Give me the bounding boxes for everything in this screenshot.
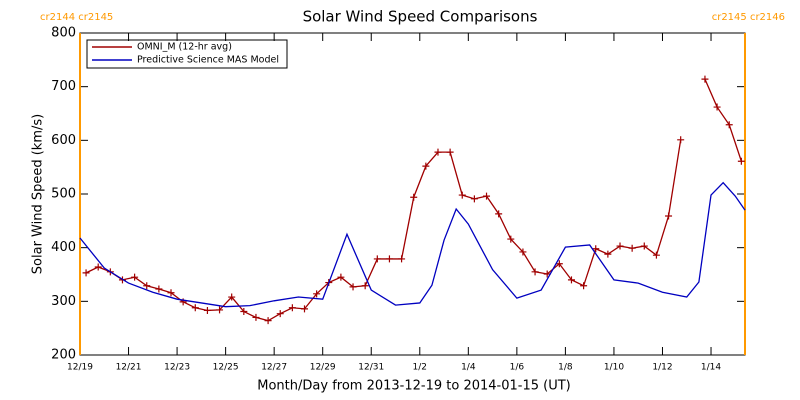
- point-marker: [725, 121, 733, 129]
- point-marker: [300, 305, 308, 313]
- y-tick-label: 800: [51, 26, 76, 41]
- y-tick-label: 400: [51, 240, 76, 255]
- point-marker: [458, 191, 466, 199]
- y-tick-label: 500: [51, 187, 76, 202]
- x-tick-label: 1/6: [510, 363, 525, 373]
- point-marker: [385, 255, 393, 263]
- x-tick-label: 12/21: [116, 363, 142, 373]
- point-marker: [216, 306, 224, 314]
- point-marker: [264, 317, 272, 325]
- point-marker: [640, 242, 648, 250]
- point-marker: [555, 260, 563, 268]
- legend-label: Predictive Science MAS Model: [137, 55, 279, 66]
- point-marker: [580, 282, 588, 290]
- point-marker: [604, 250, 612, 258]
- point-marker: [616, 242, 624, 250]
- point-marker: [167, 289, 175, 297]
- point-marker: [191, 304, 199, 312]
- point-marker: [203, 306, 211, 314]
- point-marker: [398, 255, 406, 263]
- y-tick-label: 600: [51, 133, 76, 148]
- point-marker: [349, 283, 357, 291]
- x-tick-label: 1/12: [652, 363, 672, 373]
- point-marker: [434, 148, 442, 156]
- legend-label: OMNI_M (12-hr avg): [137, 42, 232, 53]
- point-marker: [701, 75, 709, 83]
- point-marker: [592, 245, 600, 253]
- y-tick-label: 700: [51, 79, 76, 94]
- point-marker: [337, 273, 345, 281]
- x-tick-label: 1/4: [461, 363, 476, 373]
- point-marker: [288, 304, 296, 312]
- y-axis-label: Solar Wind Speed (km/s): [31, 114, 46, 274]
- x-tick-label: 12/19: [67, 363, 93, 373]
- point-marker: [252, 313, 260, 321]
- point-marker: [628, 244, 636, 252]
- point-marker: [737, 157, 745, 165]
- carrington-label: cr2144 cr2145: [40, 12, 113, 23]
- x-tick-label: 12/23: [164, 363, 190, 373]
- chart-title: Solar Wind Speed Comparisons: [303, 8, 538, 26]
- point-marker: [313, 290, 321, 298]
- point-marker: [652, 251, 660, 259]
- point-marker: [361, 282, 369, 290]
- point-marker: [373, 255, 381, 263]
- point-marker: [567, 276, 575, 284]
- point-marker: [713, 103, 721, 111]
- point-marker: [470, 195, 478, 203]
- x-axis-label: Month/Day from 2013-12-19 to 2014-01-15 …: [257, 379, 570, 394]
- x-tick-label: 1/2: [413, 363, 427, 373]
- y-tick-label: 300: [51, 294, 76, 309]
- point-marker: [82, 269, 90, 277]
- point-marker: [677, 136, 685, 144]
- x-tick-label: 12/31: [358, 363, 384, 373]
- series-line: [79, 181, 746, 308]
- x-tick-label: 1/10: [604, 363, 624, 373]
- point-marker: [94, 263, 102, 271]
- point-marker: [240, 308, 248, 316]
- x-tick-label: 12/29: [310, 363, 336, 373]
- point-marker: [410, 193, 418, 201]
- plot-frame: [79, 32, 746, 356]
- x-tick-label: 1/8: [558, 363, 573, 373]
- point-marker: [519, 248, 527, 256]
- point-marker: [276, 310, 284, 318]
- point-marker: [507, 235, 515, 243]
- point-marker: [422, 162, 430, 170]
- point-marker: [495, 210, 503, 218]
- point-marker: [665, 212, 673, 220]
- point-marker: [143, 282, 151, 290]
- x-tick-label: 12/27: [261, 363, 287, 373]
- carrington-label: cr2145 cr2146: [712, 12, 785, 23]
- x-tick-label: 12/25: [213, 363, 239, 373]
- point-marker: [131, 273, 139, 281]
- y-tick-label: 200: [51, 348, 76, 363]
- point-marker: [531, 268, 539, 276]
- x-tick-label: 1/14: [701, 363, 721, 373]
- point-marker: [228, 293, 236, 301]
- point-marker: [446, 148, 454, 156]
- point-marker: [483, 192, 491, 200]
- series-line: [85, 78, 742, 322]
- legend-box: [86, 39, 288, 69]
- point-marker: [155, 285, 163, 293]
